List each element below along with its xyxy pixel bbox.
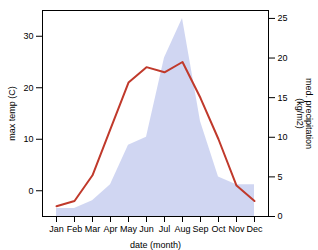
svg-text:Aug: Aug (174, 224, 190, 234)
svg-text:max temp (C): max temp (C) (7, 86, 17, 141)
svg-text:Dec: Dec (246, 224, 263, 234)
svg-text:Sep: Sep (192, 224, 208, 234)
svg-text:Mar: Mar (85, 224, 101, 234)
svg-text:25: 25 (278, 13, 288, 23)
svg-text:0: 0 (278, 211, 283, 221)
svg-text:0: 0 (28, 186, 33, 196)
svg-text:10: 10 (278, 132, 288, 142)
svg-text:5: 5 (278, 172, 283, 182)
svg-text:Jun: Jun (139, 224, 154, 234)
svg-text:Apr: Apr (103, 224, 117, 234)
svg-text:20: 20 (278, 53, 288, 63)
svg-text:20: 20 (23, 83, 33, 93)
svg-text:15: 15 (278, 93, 288, 103)
svg-text:Oct: Oct (211, 224, 226, 234)
svg-text:Jul: Jul (159, 224, 171, 234)
svg-text:Jan: Jan (49, 224, 64, 234)
svg-text:May: May (120, 224, 138, 234)
svg-text:Nov: Nov (228, 224, 245, 234)
svg-text:Feb: Feb (67, 224, 83, 234)
svg-text:10: 10 (23, 134, 33, 144)
svg-text:30: 30 (23, 31, 33, 41)
svg-text:date (month): date (month) (130, 240, 181, 250)
svg-text:med. precipitation(kg/m2): med. precipitation(kg/m2) (295, 78, 314, 149)
